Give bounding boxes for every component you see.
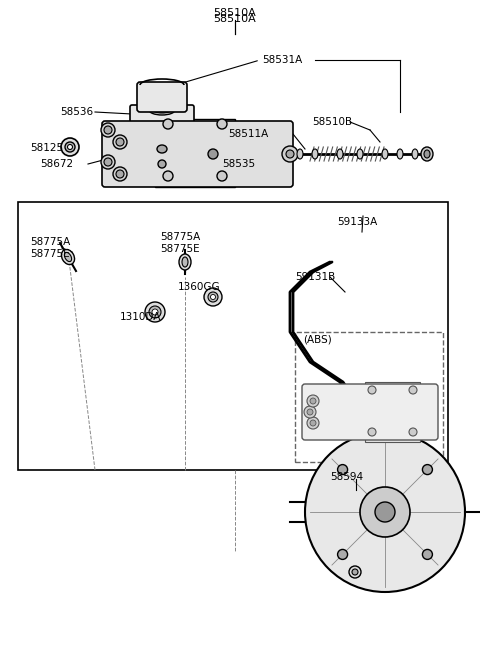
Circle shape [68, 145, 72, 149]
Ellipse shape [157, 145, 167, 153]
Circle shape [211, 295, 216, 299]
Bar [365, 382, 420, 442]
Circle shape [355, 400, 369, 414]
FancyBboxPatch shape [137, 82, 187, 112]
Circle shape [282, 146, 298, 162]
Text: 58672: 58672 [40, 159, 73, 169]
Circle shape [304, 406, 316, 418]
Circle shape [163, 171, 173, 181]
Circle shape [349, 566, 361, 578]
Text: 58775E: 58775E [160, 244, 200, 254]
Text: 58535: 58535 [222, 159, 255, 169]
Ellipse shape [397, 149, 403, 159]
Circle shape [208, 292, 218, 302]
Ellipse shape [421, 147, 433, 161]
Circle shape [116, 170, 124, 178]
Text: (ABS): (ABS) [303, 334, 332, 344]
Circle shape [375, 502, 395, 522]
Ellipse shape [424, 150, 430, 158]
Ellipse shape [297, 149, 303, 159]
Circle shape [368, 428, 376, 436]
Text: 58510B: 58510B [312, 117, 352, 127]
Circle shape [65, 142, 75, 152]
Circle shape [217, 171, 227, 181]
Circle shape [217, 119, 227, 129]
Circle shape [307, 395, 319, 407]
Text: 58510A: 58510A [214, 14, 256, 24]
Circle shape [307, 417, 319, 429]
Circle shape [286, 150, 294, 158]
Circle shape [163, 119, 173, 129]
Circle shape [310, 420, 316, 426]
Circle shape [307, 409, 313, 415]
Circle shape [368, 386, 376, 394]
Circle shape [409, 386, 417, 394]
Circle shape [101, 123, 115, 137]
Ellipse shape [64, 252, 72, 261]
Circle shape [422, 465, 432, 475]
Ellipse shape [337, 149, 343, 159]
Text: 58594: 58594 [330, 472, 363, 482]
Circle shape [101, 155, 115, 169]
Text: 58775A: 58775A [160, 232, 200, 242]
Text: 1310DA: 1310DA [120, 312, 161, 322]
Circle shape [158, 160, 166, 168]
Circle shape [204, 288, 222, 306]
Ellipse shape [179, 254, 191, 270]
Text: 58510A: 58510A [214, 8, 256, 18]
Ellipse shape [312, 149, 318, 159]
Circle shape [352, 569, 358, 575]
Circle shape [113, 135, 127, 149]
Circle shape [337, 550, 348, 559]
Text: 58531A: 58531A [262, 55, 302, 65]
Circle shape [149, 306, 161, 318]
Text: 58125: 58125 [30, 143, 63, 153]
Text: 58511A: 58511A [228, 129, 268, 139]
Circle shape [422, 550, 432, 559]
Circle shape [409, 428, 417, 436]
Circle shape [104, 126, 112, 134]
Bar [295, 332, 443, 462]
Text: 58775A: 58775A [30, 237, 70, 247]
Text: 58775E: 58775E [30, 249, 70, 259]
Circle shape [305, 432, 465, 592]
Circle shape [360, 487, 410, 537]
Ellipse shape [149, 105, 175, 115]
Circle shape [113, 167, 127, 181]
Circle shape [152, 309, 158, 315]
Text: 59133A: 59133A [337, 217, 377, 227]
Circle shape [337, 465, 348, 475]
Ellipse shape [153, 107, 171, 113]
FancyBboxPatch shape [302, 384, 438, 440]
FancyBboxPatch shape [130, 105, 194, 149]
Bar [155, 119, 235, 187]
FancyBboxPatch shape [102, 121, 293, 187]
Circle shape [208, 149, 218, 159]
Circle shape [116, 138, 124, 146]
Ellipse shape [61, 250, 74, 265]
Circle shape [61, 138, 79, 156]
Text: 1360GG: 1360GG [178, 282, 221, 292]
Circle shape [104, 158, 112, 166]
Circle shape [145, 302, 165, 322]
Ellipse shape [357, 149, 363, 159]
Text: 58536: 58536 [60, 107, 93, 117]
Circle shape [310, 398, 316, 404]
Ellipse shape [382, 149, 388, 159]
Ellipse shape [182, 257, 188, 267]
Ellipse shape [412, 149, 418, 159]
Bar [18, 202, 448, 470]
Text: 59131B: 59131B [295, 272, 335, 282]
